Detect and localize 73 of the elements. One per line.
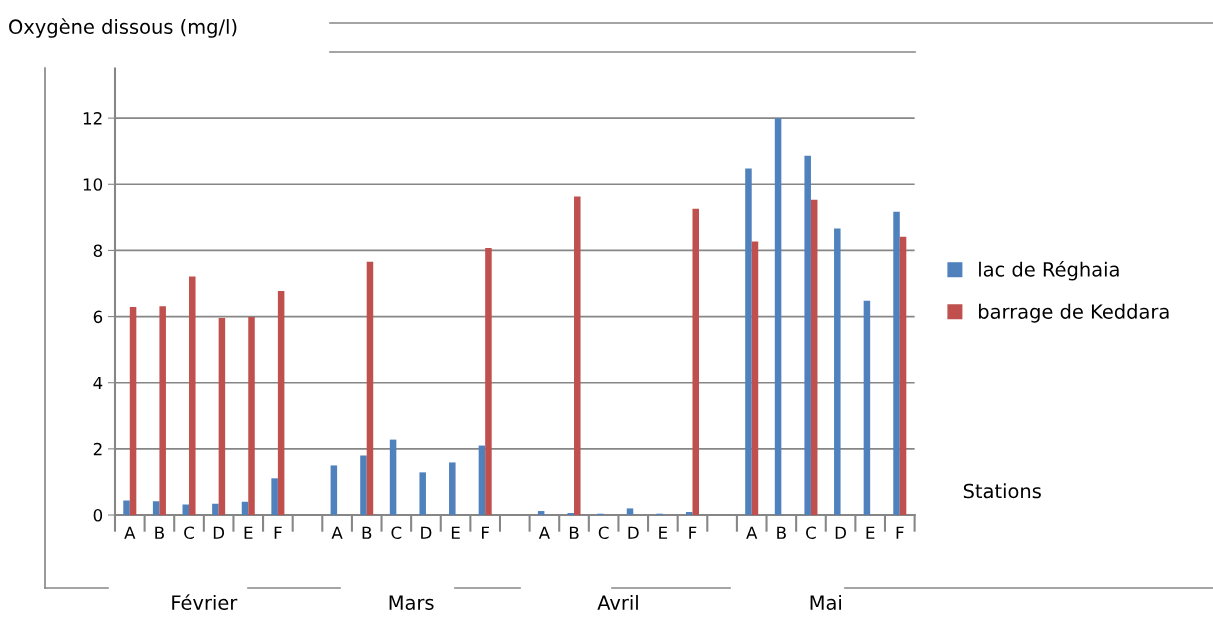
bar: [366, 261, 374, 516]
x-tick-label: B: [569, 526, 579, 539]
bar: [218, 317, 226, 516]
bar: [129, 306, 137, 516]
bar: [241, 501, 249, 516]
bar: [277, 291, 285, 516]
bar: [537, 511, 545, 516]
text: Mai: [810, 594, 841, 610]
x-tick-label: A: [538, 526, 550, 539]
x-tick-label: D: [628, 526, 639, 539]
bar: [863, 300, 871, 516]
x-tick-label: D: [835, 526, 846, 539]
x-tick-label: C: [598, 526, 609, 540]
y-tick-label: 0: [93, 508, 103, 522]
bar: [212, 503, 219, 516]
bar: [419, 472, 426, 516]
x-tick-label: A: [746, 526, 758, 539]
x-tick-label: F: [896, 526, 904, 539]
y-tick-label: 8: [93, 244, 103, 257]
x-tick-label: C: [184, 526, 194, 540]
bar: [893, 211, 900, 516]
y-axis-title: Oxygène dissous (mg/l): [9, 18, 237, 38]
x-tick-label: B: [777, 526, 786, 539]
x-tick-label: F: [482, 526, 490, 539]
bar: [389, 439, 397, 516]
bar: [159, 306, 166, 516]
bar: [685, 512, 693, 516]
y-tick-label: 6: [93, 310, 103, 324]
bar: [123, 500, 130, 516]
bar: [478, 445, 486, 516]
x-tick-label: B: [362, 526, 372, 539]
x-tick-label: E: [451, 526, 460, 539]
bar: [626, 508, 634, 516]
x-axis-title: Stations: [963, 483, 1041, 499]
x-tick-label: F: [689, 526, 697, 539]
bar: [899, 236, 907, 516]
legend-label: barrage de Keddara: [979, 303, 1169, 323]
y-tick-label: 4: [93, 376, 103, 390]
y-tick-label: 10: [83, 178, 103, 191]
bar: [804, 155, 811, 516]
y-tick-label: 12: [83, 112, 102, 125]
bar: [574, 196, 581, 516]
text: Février: [172, 594, 238, 610]
legend-label: lac de Réghaia: [979, 260, 1119, 281]
text: Mars: [389, 595, 434, 610]
x-tick-label: E: [866, 526, 875, 539]
x-tick-label: A: [124, 526, 136, 539]
bar: [751, 241, 759, 516]
x-tick-label: F: [274, 526, 282, 539]
bar: [360, 455, 367, 516]
bar: [485, 248, 492, 516]
x-tick-label: D: [213, 526, 225, 539]
x-tick-label: E: [244, 526, 253, 539]
bar: [248, 316, 255, 516]
x-tick-label: B: [155, 526, 164, 539]
bar: [189, 276, 196, 516]
bar: [330, 465, 338, 516]
bar: [692, 208, 699, 516]
x-tick-label: A: [331, 526, 343, 539]
bar: [774, 118, 782, 516]
y-tick-label: 2: [93, 442, 102, 456]
bar: [182, 504, 190, 516]
x-tick-label: C: [391, 526, 402, 540]
text: Avril: [597, 594, 638, 610]
bar: [449, 462, 456, 516]
bar: [152, 501, 160, 516]
x-tick-label: E: [659, 526, 668, 539]
bar: [810, 199, 818, 516]
bar: [745, 168, 752, 516]
bar: [834, 228, 841, 516]
x-tick-label: D: [421, 526, 432, 539]
x-tick-label: C: [806, 526, 816, 540]
bar: [271, 478, 278, 516]
